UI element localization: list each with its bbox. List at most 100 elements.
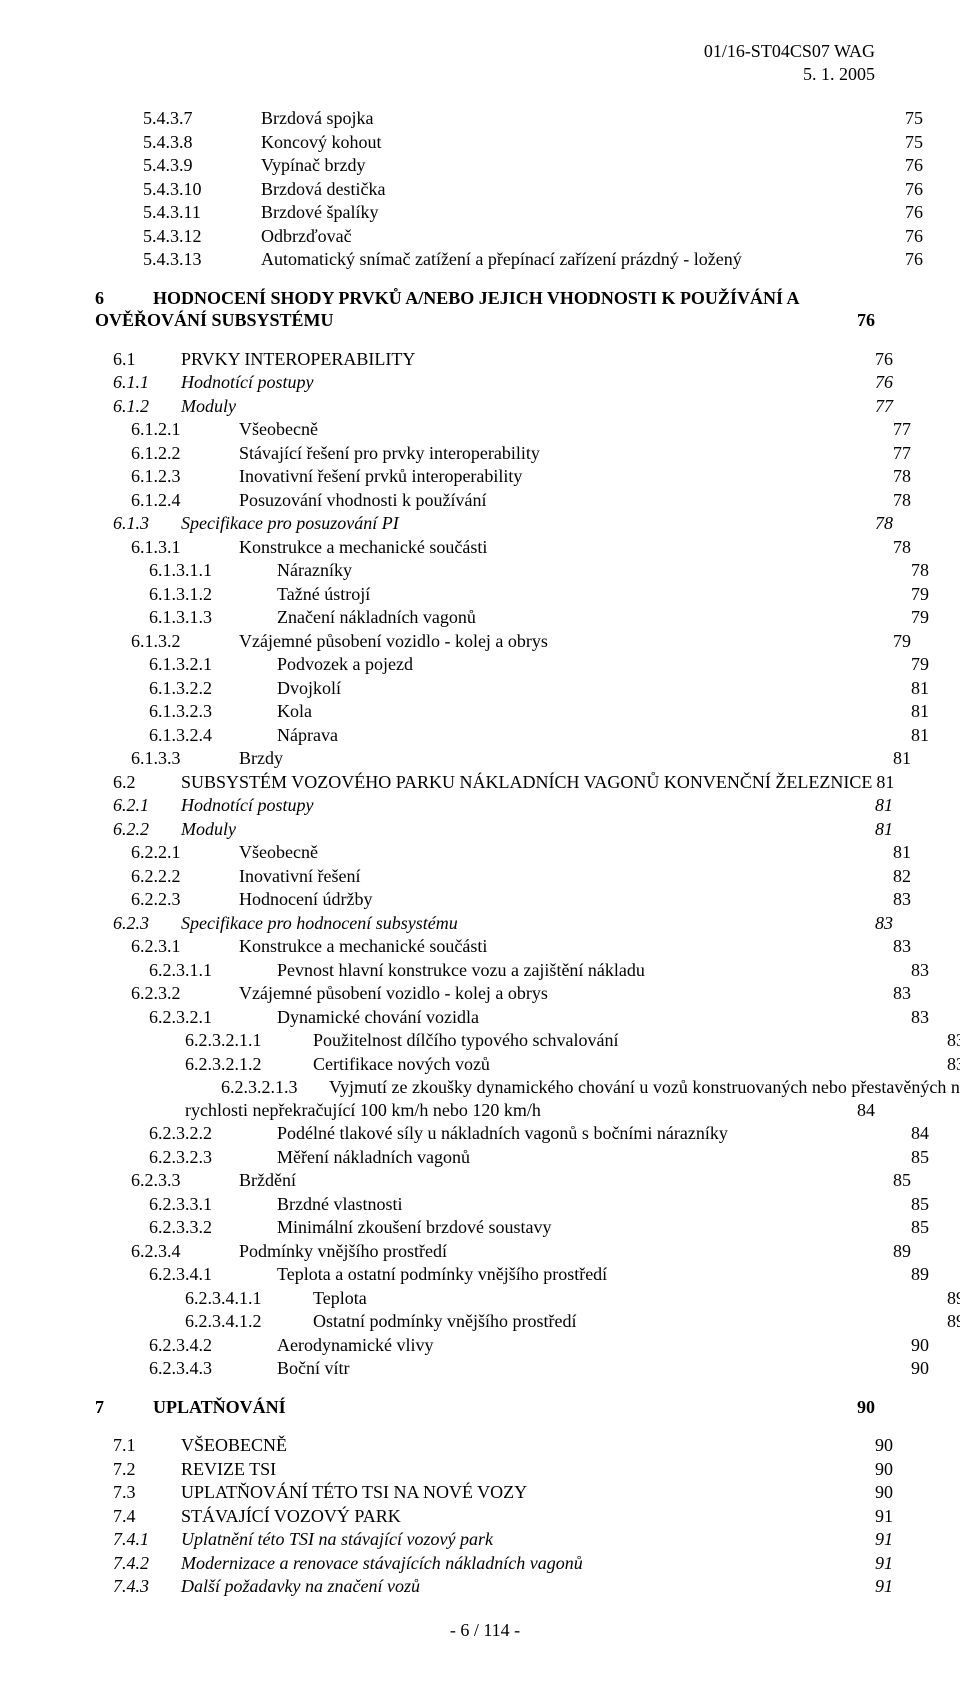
toc-title: Podmínky vnějšího prostředí xyxy=(239,1240,447,1263)
toc-title: Hodnotící postupy xyxy=(181,371,314,394)
toc-entry: 6.1.3.2.1Podvozek a pojezd79 xyxy=(95,653,929,676)
toc-title: STÁVAJÍCÍ VOZOVÝ PARK xyxy=(181,1505,401,1528)
toc-number: 7.3 xyxy=(113,1481,181,1504)
toc-number: 7.4 xyxy=(113,1505,181,1528)
toc-page: 83 xyxy=(943,1029,960,1052)
toc-entry: 7.4.3Další požadavky na značení vozů91 xyxy=(95,1575,893,1598)
toc-entry: 5.4.3.7Brzdová spojka75 xyxy=(95,107,923,130)
toc-number: 6.2.2.1 xyxy=(131,841,239,864)
toc-page: 78 xyxy=(889,465,911,488)
toc-number: 5.4.3.10 xyxy=(143,178,261,201)
toc-title: Vypínač brzdy xyxy=(261,154,365,177)
toc-page: 89 xyxy=(907,1263,929,1286)
toc-title: Brzdy xyxy=(239,747,283,770)
toc-title: Posuzování vhodnosti k používání xyxy=(239,489,486,512)
toc-number: 6.1.3.2.2 xyxy=(149,677,277,700)
toc-number: 6.2.2 xyxy=(113,818,181,841)
toc-page: 85 xyxy=(889,1169,911,1192)
toc-entry: 5.4.3.13Automatický snímač zatížení a př… xyxy=(95,248,923,271)
toc-page: 78 xyxy=(907,559,929,582)
toc-title: Koncový kohout xyxy=(261,131,382,154)
toc-entry: 6.1.3.2.2Dvojkolí 81 xyxy=(95,677,929,700)
toc-number: 6.2.1 xyxy=(113,794,181,817)
toc-title: Konstrukce a mechanické součásti xyxy=(239,536,487,559)
toc-page: 83 xyxy=(907,959,929,982)
toc-title: Všeobecně xyxy=(239,841,318,864)
toc-title: Specifikace pro hodnocení subsystému xyxy=(181,912,458,935)
toc-page: 81 xyxy=(907,677,929,700)
header-line-1: 01/16-ST04CS07 WAG xyxy=(95,40,875,63)
toc-entry: 6.2.2.1Všeobecně 81 xyxy=(95,841,911,864)
toc-number: 6.2.2.2 xyxy=(131,865,239,888)
toc-title: Pevnost hlavní konstrukce vozu a zajiště… xyxy=(277,959,645,982)
toc-number: 6.1 xyxy=(113,348,181,371)
toc-entry: 6.2.3.1Konstrukce a mechanické součásti8… xyxy=(95,935,911,958)
toc-number: 6.2.3.4.1 xyxy=(149,1263,277,1286)
toc-title: Brzdová spojka xyxy=(261,107,373,130)
toc-number: 7.4.1 xyxy=(113,1528,181,1551)
toc-page: 91 xyxy=(871,1552,893,1575)
toc-title: Automatický snímač zatížení a přepínací … xyxy=(261,248,742,271)
toc-entry: 6.1.3.1Konstrukce a mechanické součásti7… xyxy=(95,536,911,559)
toc-title: Náprava xyxy=(277,724,338,747)
toc-number: 6.1.2.2 xyxy=(131,442,239,465)
toc-entry: 7.4STÁVAJÍCÍ VOZOVÝ PARK91 xyxy=(95,1505,893,1528)
toc-number: 6.2.3.4 xyxy=(131,1240,239,1263)
toc-page: 77 xyxy=(889,442,911,465)
toc-title: Vzájemné působení vozidlo - kolej a obry… xyxy=(239,982,548,1005)
header-line-2: 5. 1. 2005 xyxy=(95,63,875,86)
toc-page: 90 xyxy=(907,1334,929,1357)
toc-title: Odbrzďovač xyxy=(261,225,352,248)
toc-entry: 7.1VŠEOBECNĚ90 xyxy=(95,1434,893,1457)
toc-number: 7.2 xyxy=(113,1458,181,1481)
toc-page: 79 xyxy=(907,583,929,606)
toc-entry: 6.1.2.4Posuzování vhodnosti k používání7… xyxy=(95,489,911,512)
toc-title: VŠEOBECNĚ xyxy=(181,1434,287,1457)
toc-entry: 5.4.3.8Koncový kohout75 xyxy=(95,131,923,154)
toc-entry: 5.4.3.10Brzdová destička76 xyxy=(95,178,923,201)
toc-page: 82 xyxy=(889,865,911,888)
toc-entry: 6.2.3.1.1Pevnost hlavní konstrukce vozu … xyxy=(95,959,929,982)
toc-number: 6.2.3.1 xyxy=(131,935,239,958)
toc-number: 5.4.3.12 xyxy=(143,225,261,248)
toc-number: 6.2.3.4.1.2 xyxy=(185,1310,313,1333)
toc-page: 76 xyxy=(901,225,923,248)
toc-entry: 6.1.3Specifikace pro posuzování PI78 xyxy=(95,512,893,535)
toc-page: 78 xyxy=(871,512,893,535)
toc-entry: 7UPLATŇOVÁNÍ90 xyxy=(95,1396,875,1419)
toc-page: 78 xyxy=(889,536,911,559)
toc-page: 78 xyxy=(889,489,911,512)
toc-title: REVIZE TSI xyxy=(181,1458,276,1481)
toc-entry: 6.1.2.1Všeobecně77 xyxy=(95,418,911,441)
toc-entry: 6.2SUBSYSTÉM VOZOVÉHO PARKU NÁKLADNÍCH V… xyxy=(95,771,893,794)
toc-number: 6.2.3.2.2 xyxy=(149,1122,277,1145)
toc-entry: 6.1.3.3Brzdy81 xyxy=(95,747,911,770)
toc-entry: 6.1.3.1.1Nárazníky78 xyxy=(95,559,929,582)
toc-title: Brzdové špalíky xyxy=(261,201,378,224)
toc-page: 81 xyxy=(907,700,929,723)
toc-page: 90 xyxy=(853,1396,875,1419)
toc-entry: 6.2.3.2.1Dynamické chování vozidla83 xyxy=(95,1006,929,1029)
toc-number: 6.1.2 xyxy=(113,395,181,418)
toc-title: Dvojkolí xyxy=(277,677,341,700)
toc-entry: 6.2.2Moduly81 xyxy=(95,818,893,841)
toc-page: 85 xyxy=(907,1216,929,1239)
toc-page: 84 xyxy=(853,1099,875,1122)
toc-page: 81 xyxy=(889,841,911,864)
toc-number: 6.2.3.2.3 xyxy=(149,1146,277,1169)
toc-title: Podvozek a pojezd xyxy=(277,653,413,676)
toc-title: Podélné tlakové síly u nákladních vagonů… xyxy=(277,1122,728,1145)
page: 01/16-ST04CS07 WAG 5. 1. 2005 5.4.3.7Brz… xyxy=(0,0,960,1671)
toc-title: OVĚŘOVÁNÍ SUBSYSTÉMU xyxy=(95,309,334,332)
toc-entry: 6.2.3.2.3Měření nákladních vagonů85 xyxy=(95,1146,929,1169)
toc-title: Brzdová destička xyxy=(261,178,385,201)
toc-number: 7 xyxy=(95,1396,153,1419)
toc-entry: 6.2.3.2.1.1Použitelnost dílčího typového… xyxy=(95,1029,960,1052)
toc-title: Kola xyxy=(277,700,312,723)
toc-entry: 6.1.1Hodnotící postupy76 xyxy=(95,371,893,394)
toc-number: 6.2.3.3.1 xyxy=(149,1193,277,1216)
toc-title: Vyjmutí ze zkoušky dynamického chování u… xyxy=(329,1076,960,1099)
toc-entry: 6.2.3.4.1Teplota a ostatní podmínky vněj… xyxy=(95,1263,929,1286)
toc-number: 6.1.3.2.4 xyxy=(149,724,277,747)
toc-number: 5.4.3.11 xyxy=(143,201,261,224)
